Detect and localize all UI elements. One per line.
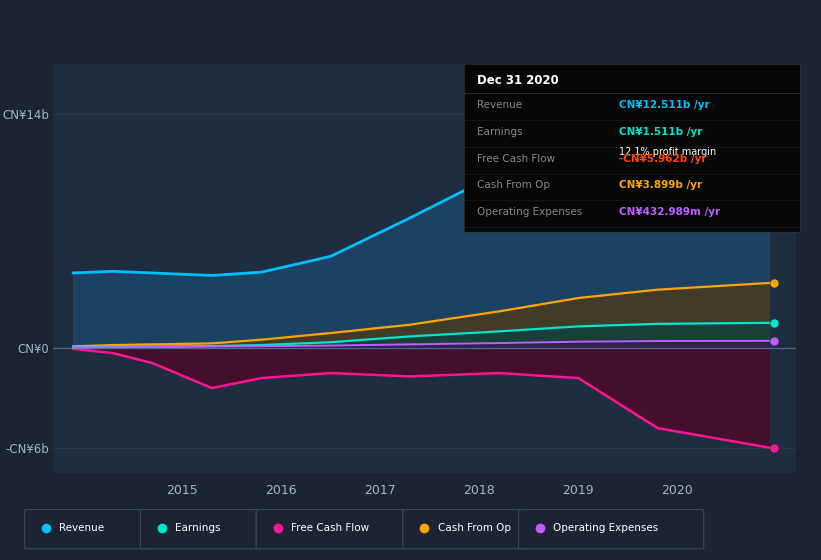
FancyBboxPatch shape	[403, 510, 526, 549]
FancyBboxPatch shape	[140, 510, 264, 549]
Text: Cash From Op: Cash From Op	[438, 523, 511, 533]
Text: Revenue: Revenue	[59, 523, 104, 533]
Text: Free Cash Flow: Free Cash Flow	[477, 153, 556, 164]
Text: CN¥1.511b /yr: CN¥1.511b /yr	[619, 127, 702, 137]
Text: Earnings: Earnings	[477, 127, 523, 137]
Text: Dec 31 2020: Dec 31 2020	[477, 74, 559, 87]
Text: Revenue: Revenue	[477, 100, 522, 110]
Text: CN¥12.511b /yr: CN¥12.511b /yr	[619, 100, 709, 110]
Text: Operating Expenses: Operating Expenses	[553, 523, 658, 533]
Text: Operating Expenses: Operating Expenses	[477, 207, 583, 217]
Text: -CN¥5.962b /yr: -CN¥5.962b /yr	[619, 153, 706, 164]
Text: Earnings: Earnings	[175, 523, 221, 533]
FancyBboxPatch shape	[519, 510, 704, 549]
Text: 12.1% profit margin: 12.1% profit margin	[619, 147, 716, 157]
Text: Cash From Op: Cash From Op	[477, 180, 550, 190]
Text: CN¥3.899b /yr: CN¥3.899b /yr	[619, 180, 702, 190]
Text: Free Cash Flow: Free Cash Flow	[291, 523, 369, 533]
FancyBboxPatch shape	[256, 510, 410, 549]
Text: CN¥432.989m /yr: CN¥432.989m /yr	[619, 207, 720, 217]
FancyBboxPatch shape	[25, 510, 148, 549]
